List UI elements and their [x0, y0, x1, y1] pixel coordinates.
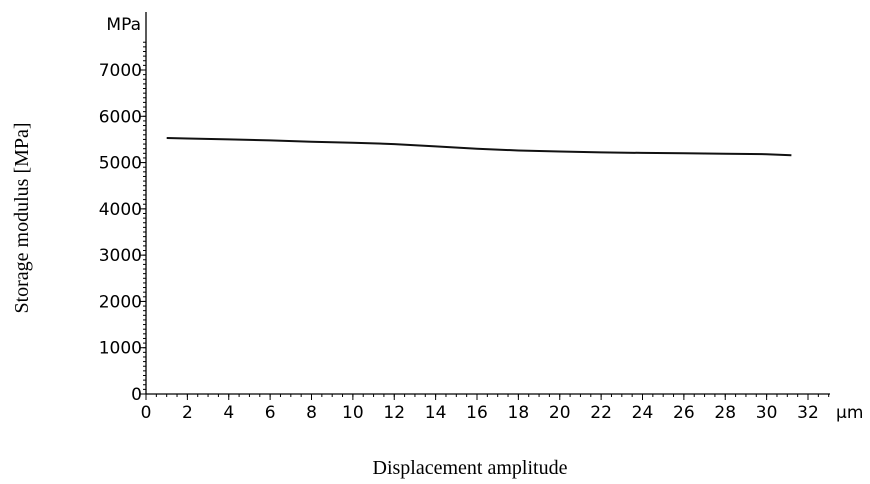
y-tick-label: 3000 — [99, 246, 142, 266]
x-tick-label: 28 — [714, 403, 736, 423]
x-axis-title: Displacement amplitude — [373, 457, 568, 479]
x-tick-label: 16 — [466, 403, 488, 423]
y-tick-label: 6000 — [99, 107, 142, 127]
series-line — [166, 137, 792, 157]
x-tick-label: 6 — [265, 403, 276, 423]
x-tick-label: 0 — [141, 403, 152, 423]
y-tick-label: 7000 — [99, 61, 142, 81]
x-tick-label: 26 — [673, 403, 695, 423]
y-unit-label: MPa — [106, 15, 141, 35]
minor-ticks — [143, 41, 830, 397]
x-ticks: 0 2 4 6 8 10 12 14 16 18 20 22 24 26 28 30 32 — [141, 394, 819, 423]
y-axis-title: Storage modulus [MPa] — [11, 122, 33, 313]
y-tick-label: 5000 — [99, 154, 142, 174]
x-tick-label: 12 — [383, 403, 405, 423]
y-tick-label: 1000 — [99, 339, 142, 359]
x-tick-label: 10 — [342, 403, 364, 423]
x-unit-label: μm — [836, 403, 863, 423]
x-tick-label: 4 — [223, 403, 234, 423]
y-tick-label: 2000 — [99, 292, 142, 312]
y-tick-label: 0 — [131, 385, 142, 405]
x-tick-label: 18 — [508, 403, 530, 423]
x-tick-label: 30 — [756, 403, 778, 423]
x-tick-label: 32 — [797, 403, 819, 423]
y-ticks: 0 1000 2000 3000 4000 5000 6000 7000 — [99, 61, 146, 405]
axes — [145, 12, 830, 395]
x-tick-label: 14 — [425, 403, 447, 423]
y-tick-label: 4000 — [99, 200, 142, 220]
x-tick-label: 8 — [306, 403, 317, 423]
x-tick-label: 22 — [590, 403, 612, 423]
x-tick-label: 20 — [549, 403, 571, 423]
series-group — [166, 137, 792, 157]
x-tick-label: 2 — [182, 403, 193, 423]
x-tick-label: 24 — [632, 403, 654, 423]
